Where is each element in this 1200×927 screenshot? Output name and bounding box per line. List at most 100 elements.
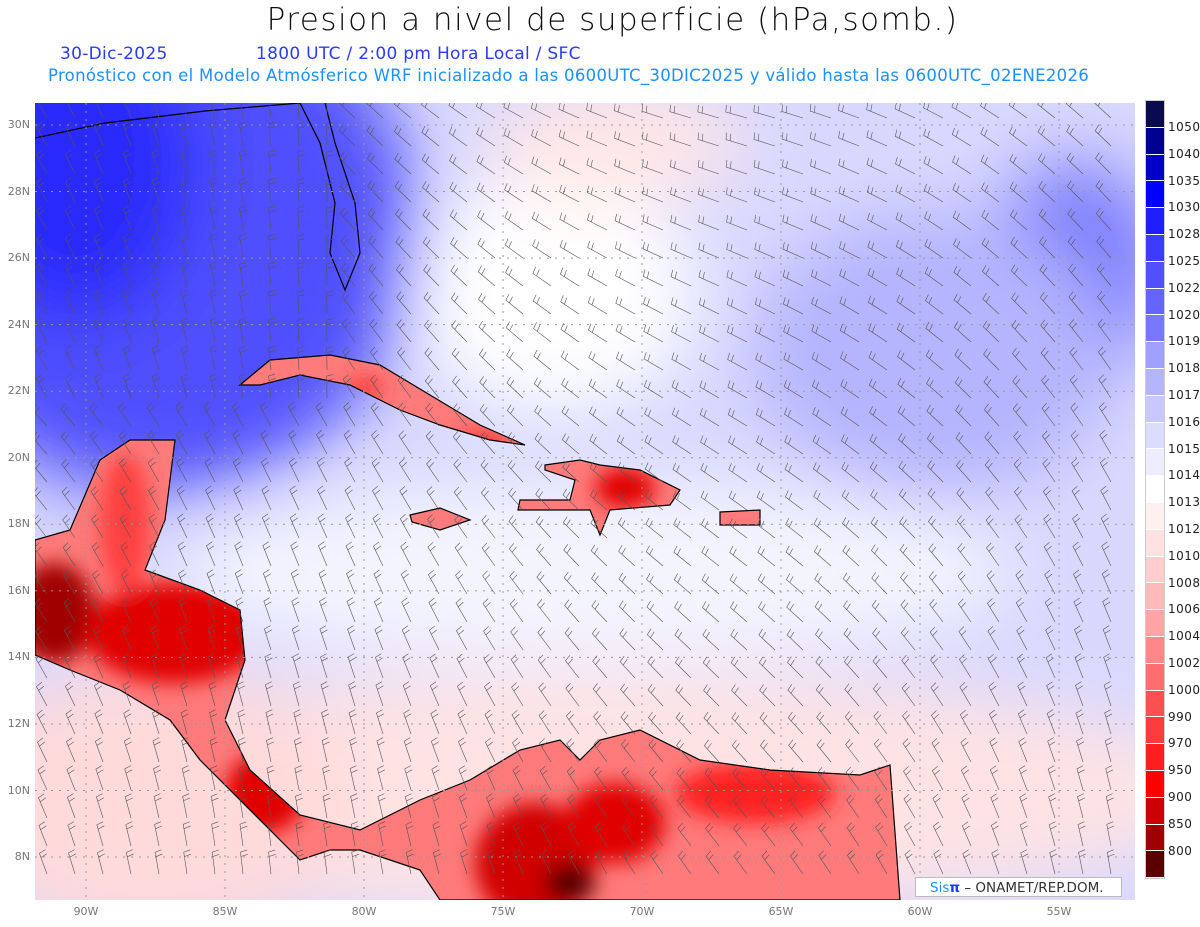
wind-barb <box>621 766 636 791</box>
wind-barb <box>512 765 524 791</box>
wind-barb <box>92 597 104 623</box>
colorbar-label: 1010 <box>1168 548 1200 563</box>
wind-barb <box>322 793 331 819</box>
colorbar-swatch <box>1146 583 1164 611</box>
wind-barb <box>454 514 468 539</box>
wind-barb <box>401 597 412 623</box>
wind-barb <box>698 242 720 259</box>
wind-barb <box>703 684 720 707</box>
wind-barb <box>697 132 720 147</box>
wind-barb <box>730 656 748 679</box>
wind-barb <box>961 793 972 819</box>
colorbar-swatch <box>1146 422 1164 450</box>
wind-barb <box>840 406 860 427</box>
wind-barb <box>232 429 244 455</box>
wind-barb <box>181 205 189 231</box>
wind-barb <box>1096 263 1112 287</box>
wind-barb <box>209 709 218 735</box>
wind-barb <box>404 793 413 819</box>
colorbar-label: 1000 <box>1168 682 1200 697</box>
colorbar-label: 1013 <box>1168 495 1200 510</box>
wind-barb <box>36 233 48 259</box>
wind-barb <box>268 373 276 399</box>
wind-barb <box>646 573 664 595</box>
lon-label: 85W <box>212 905 238 918</box>
wind-barb <box>870 489 888 511</box>
wind-barb <box>615 351 636 371</box>
wind-barb <box>122 261 132 287</box>
wind-barb <box>66 737 76 763</box>
wind-barb <box>235 597 244 623</box>
wind-barb <box>431 793 440 819</box>
wind-barb <box>703 712 720 735</box>
wind-barb <box>210 233 218 259</box>
colorbar-swatch <box>1146 690 1164 718</box>
wind-barb <box>866 185 888 203</box>
wind-barb <box>588 323 608 343</box>
wind-barb <box>122 345 132 371</box>
wind-barb <box>343 430 356 455</box>
wind-barb <box>64 289 76 315</box>
wind-barb <box>210 205 218 231</box>
wind-barb <box>297 317 305 343</box>
wind-barb <box>566 738 580 763</box>
wind-barb <box>177 513 188 539</box>
wind-barb <box>152 737 161 763</box>
wind-barb <box>204 457 216 483</box>
wind-barb <box>68 849 77 875</box>
wind-barb <box>125 821 134 847</box>
wind-barb <box>541 849 552 875</box>
wind-barb <box>1009 126 1028 147</box>
wind-barb <box>958 598 972 623</box>
wind-barb <box>988 681 1000 707</box>
wind-barb <box>479 403 496 427</box>
wind-barb <box>985 514 1000 539</box>
colorbar-swatch <box>1146 208 1164 235</box>
wind-barb <box>1008 103 1028 119</box>
wind-barb <box>458 737 468 763</box>
wind-barb <box>754 297 776 315</box>
wind-barb <box>348 709 357 735</box>
wind-barb <box>403 709 412 735</box>
wind-barb <box>560 295 580 315</box>
wind-barb <box>125 849 134 875</box>
wind-barb <box>957 543 972 567</box>
wind-barb <box>867 268 888 287</box>
wind-barb <box>176 485 188 511</box>
wind-barb <box>1098 346 1112 371</box>
wind-barb <box>986 542 1000 567</box>
wind-barb <box>789 822 804 847</box>
wind-barb <box>614 158 636 175</box>
wind-barb <box>731 739 748 763</box>
credit-pi: π <box>949 880 961 896</box>
wind-barb <box>260 401 272 427</box>
wind-barb <box>588 351 608 371</box>
wind-barb <box>565 682 580 707</box>
wind-barb <box>505 266 524 287</box>
wind-barb <box>394 152 412 175</box>
wind-barb <box>1039 236 1056 259</box>
wind-barb <box>983 348 1000 371</box>
wind-barb <box>366 152 384 175</box>
wind-barb <box>428 625 440 651</box>
wind-barb <box>1009 181 1028 203</box>
wind-barb <box>483 654 496 679</box>
wind-barb <box>1071 458 1084 483</box>
wind-barb <box>594 794 608 819</box>
wind-barb <box>1105 765 1114 791</box>
wind-barb <box>93 149 104 175</box>
wind-barb <box>899 543 916 567</box>
wind-barb <box>839 323 860 343</box>
wind-barb <box>326 374 334 399</box>
wind-barb <box>728 463 748 483</box>
map-title: Presion a nivel de superficie (hPa,somb.… <box>266 2 959 38</box>
wind-barb <box>297 149 305 175</box>
wind-barb <box>1040 347 1056 371</box>
wind-barb <box>181 177 189 203</box>
wind-barb <box>153 793 162 819</box>
wind-barb <box>534 460 552 483</box>
wind-barb <box>239 205 247 231</box>
wind-barb <box>616 379 636 399</box>
wind-barb <box>926 432 944 455</box>
wind-barb <box>513 793 524 819</box>
